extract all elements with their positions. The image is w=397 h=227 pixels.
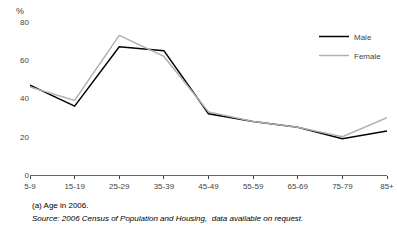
svg-text:65-69: 65-69 [288, 182, 309, 191]
svg-text:Male: Male [354, 33, 372, 42]
svg-text:35-39: 35-39 [154, 182, 175, 191]
svg-text:25-29: 25-29 [109, 182, 130, 191]
svg-text:Source: 2006 Census of Populat: Source: 2006 Census of Population and Ho… [32, 214, 303, 223]
svg-text:85+: 85+ [380, 182, 394, 191]
svg-text:40: 40 [20, 94, 29, 103]
svg-text:15-19: 15-19 [64, 182, 85, 191]
svg-text:20: 20 [20, 133, 29, 142]
svg-text:60: 60 [20, 56, 29, 65]
svg-text:0: 0 [25, 171, 30, 180]
svg-text:%: % [16, 6, 24, 16]
svg-text:75-79: 75-79 [332, 182, 353, 191]
svg-text:(a) Age in 2006.: (a) Age in 2006. [32, 201, 88, 210]
svg-text:5-9: 5-9 [24, 182, 36, 191]
svg-text:80: 80 [20, 18, 29, 27]
svg-text:55-59: 55-59 [243, 182, 264, 191]
svg-text:45-49: 45-49 [198, 182, 219, 191]
svg-text:Female: Female [354, 52, 381, 61]
